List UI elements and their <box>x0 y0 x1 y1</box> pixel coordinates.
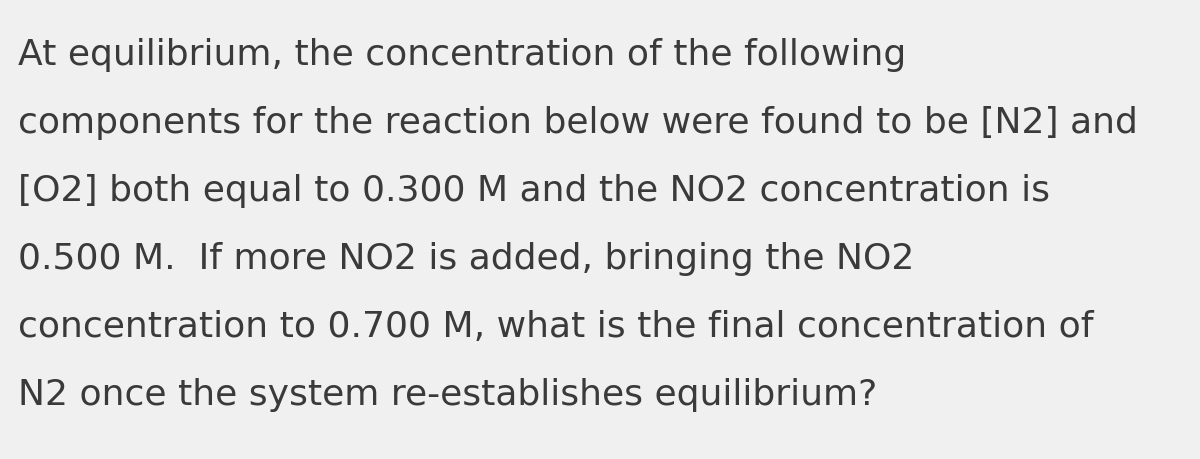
Text: 0.500 M.  If more NO2 is added, bringing the NO2: 0.500 M. If more NO2 is added, bringing … <box>18 242 914 276</box>
Text: components for the reaction below were found to be [N2] and: components for the reaction below were f… <box>18 106 1138 140</box>
Text: [O2] both equal to 0.300 M and the NO2 concentration is: [O2] both equal to 0.300 M and the NO2 c… <box>18 174 1050 208</box>
Text: N2 once the system re-establishes equilibrium?: N2 once the system re-establishes equili… <box>18 378 877 412</box>
Text: At equilibrium, the concentration of the following: At equilibrium, the concentration of the… <box>18 38 906 72</box>
Text: concentration to 0.700 M, what is the final concentration of: concentration to 0.700 M, what is the fi… <box>18 310 1093 344</box>
